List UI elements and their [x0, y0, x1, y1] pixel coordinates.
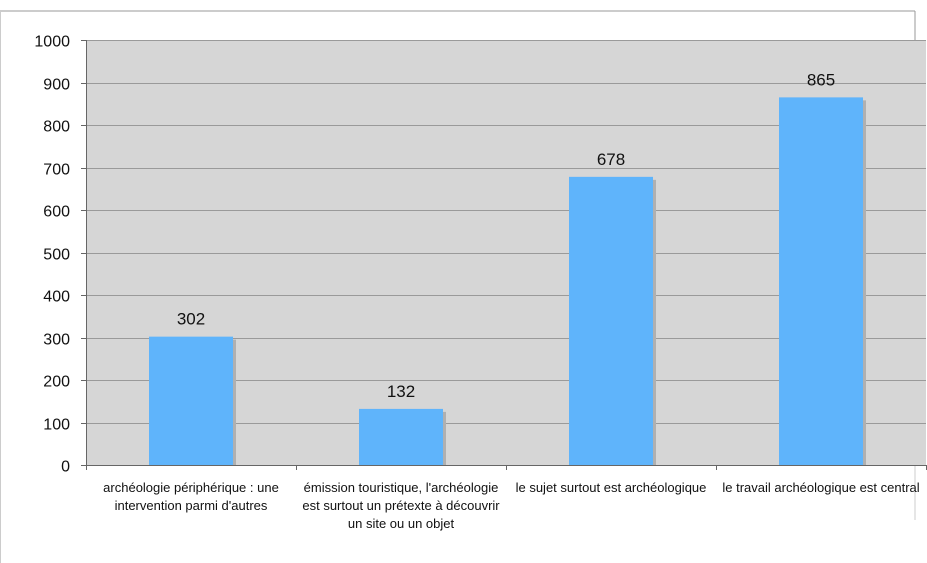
y-tick-label: 700 — [43, 162, 70, 179]
y-tick-label: 500 — [43, 247, 70, 264]
x-category-label: émission touristique, l'archéologie est … — [302, 480, 500, 531]
y-tick-label: 300 — [43, 332, 70, 349]
axes — [86, 40, 927, 470]
y-tick-label: 200 — [43, 374, 70, 391]
bars — [149, 97, 866, 465]
bar-value-label: 302 — [177, 310, 205, 329]
y-tick-label: 600 — [43, 204, 70, 221]
bar-value-label: 865 — [807, 70, 835, 89]
bar-value-label: 132 — [387, 382, 415, 401]
bar — [779, 97, 863, 465]
x-category-label: le travail archéologique est central — [722, 480, 920, 495]
y-tick-label: 1000 — [34, 34, 70, 51]
y-tick-label: 400 — [43, 289, 70, 306]
data-labels: 302 132 678 865 — [177, 70, 835, 401]
x-category-label: archéologie périphérique : une intervent… — [103, 480, 279, 513]
y-tick-label: 100 — [43, 417, 70, 434]
bar — [569, 176, 653, 465]
y-tick-label: 800 — [43, 119, 70, 136]
y-axis-ticks: 0 100 200 300 400 500 600 700 800 900 1000 — [34, 34, 86, 476]
bar — [149, 336, 233, 465]
y-tick-label: 900 — [43, 77, 70, 94]
bar — [359, 408, 443, 465]
y-tick-label: 0 — [61, 459, 70, 476]
bar-value-label: 678 — [597, 150, 625, 169]
x-category-label: le sujet surtout est archéologique — [515, 480, 707, 495]
